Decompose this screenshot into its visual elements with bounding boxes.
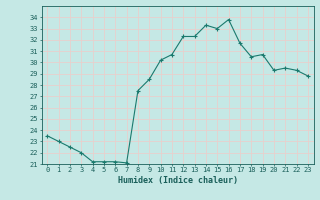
X-axis label: Humidex (Indice chaleur): Humidex (Indice chaleur) (118, 176, 237, 185)
